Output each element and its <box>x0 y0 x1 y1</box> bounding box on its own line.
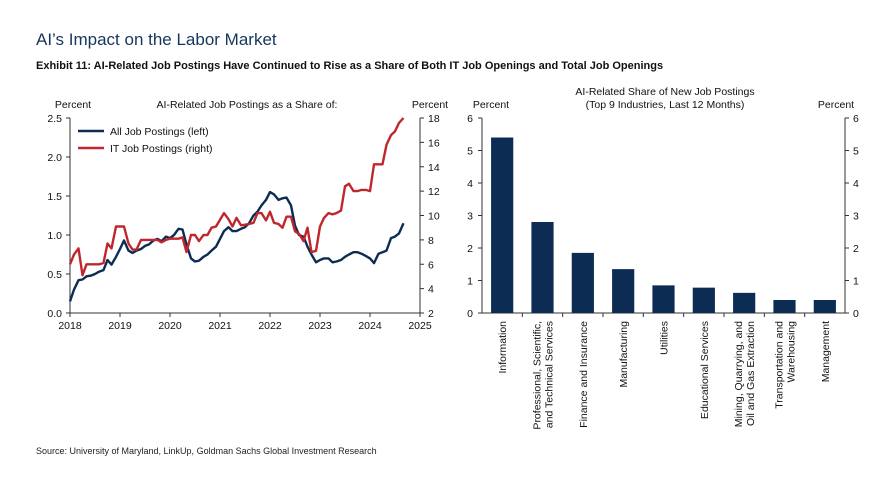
category-label: Information <box>497 321 509 374</box>
legend-label: IT Job Postings (right) <box>110 143 213 155</box>
right-y-tick-label: 14 <box>428 162 440 174</box>
x-tick-label: 2019 <box>108 320 132 332</box>
it-job-postings-line <box>68 117 405 277</box>
category-label-line: Mining, Quarrying, and <box>733 321 745 427</box>
left-y-tick-label: 2.0 <box>47 152 62 164</box>
bar-right-tick-label: 2 <box>853 243 859 255</box>
bar <box>491 137 514 313</box>
legend-label: All Job Postings (left) <box>110 126 209 138</box>
category-label: Transportation andWarehousing <box>774 321 798 409</box>
right-y-tick-label: 12 <box>428 186 440 198</box>
bar <box>733 292 756 313</box>
right-y-tick-label: 8 <box>428 235 434 247</box>
x-tick-label: 2020 <box>158 320 182 332</box>
category-label-line: Transportation and <box>774 321 786 409</box>
category-label-line: and Technical Services <box>544 321 556 428</box>
category-label: Utilities <box>659 321 671 355</box>
category-label-line: Oil and Gas Extraction <box>745 321 757 426</box>
category-label-line: Information <box>497 321 509 374</box>
bar-right-axis-label: Percent <box>818 99 854 111</box>
left-y-tick-label: 1.0 <box>47 230 62 242</box>
x-tick-label: 2024 <box>358 320 382 332</box>
bar <box>692 287 715 313</box>
category-label-line: Utilities <box>659 321 671 355</box>
category-label-line: Warehousing <box>786 321 798 383</box>
category-label-line: Educational Services <box>699 321 711 419</box>
bar-right-tick-label: 3 <box>853 211 859 223</box>
bar <box>813 300 836 313</box>
category-label-line: Management <box>820 321 832 382</box>
source-note: Source: University of Maryland, LinkUp, … <box>36 446 377 456</box>
bar <box>652 285 675 313</box>
category-label: Educational Services <box>699 321 711 419</box>
left-chart-title: AI-Related Job Postings as a Share of: <box>157 99 338 111</box>
bar-right-tick-label: 6 <box>853 113 859 125</box>
bar <box>773 300 796 313</box>
bar-right-tick-label: 4 <box>853 178 859 190</box>
bar-right-tick-label: 0 <box>853 308 859 320</box>
category-label: Finance and Insurance <box>578 321 590 428</box>
x-tick-label: 2018 <box>58 320 82 332</box>
page-title: AI’s Impact on the Labor Market <box>36 30 277 49</box>
bar-chart-subtitle: (Top 9 Industries, Last 12 Months) <box>586 99 745 111</box>
x-tick-label: 2025 <box>408 320 432 332</box>
right-y-tick-label: 4 <box>428 284 434 296</box>
bar-left-tick-label: 2 <box>467 243 473 255</box>
category-label-line: Manufacturing <box>618 321 630 388</box>
category-label: Manufacturing <box>618 321 630 388</box>
right-y-tick-label: 6 <box>428 259 434 271</box>
bar <box>531 222 554 313</box>
right-y-tick-label: 10 <box>428 211 440 223</box>
right-y-tick-label: 16 <box>428 137 440 149</box>
bar-left-axis-label: Percent <box>473 99 509 111</box>
category-label-line: Finance and Insurance <box>578 321 590 428</box>
exhibit-subtitle: Exhibit 11: AI-Related Job Postings Have… <box>36 60 664 72</box>
bar-chart: 0 0 1 1 2 2 3 3 4 4 5 5 6 6 Information Professional, S… <box>467 113 859 430</box>
right-y-tick-label: 18 <box>428 113 440 125</box>
category-label: Professional, Scientific,and Technical S… <box>532 321 556 430</box>
bar-left-tick-label: 3 <box>467 211 473 223</box>
right-y-axis-label: Percent <box>412 99 448 111</box>
left-y-tick-label: 2.5 <box>47 113 62 125</box>
bar-left-tick-label: 6 <box>467 113 473 125</box>
left-y-tick-label: 1.5 <box>47 191 62 203</box>
bar-left-tick-label: 1 <box>467 276 473 288</box>
bar <box>612 269 635 313</box>
all-job-postings-line <box>68 190 405 302</box>
right-y-tick-label: 2 <box>428 308 434 320</box>
line-chart: 2018 2019 2020 2021 2022 2023 2024 2025 0.0 0.5 1.… <box>47 113 439 332</box>
bar-right-tick-label: 5 <box>853 146 859 158</box>
x-tick-label: 2023 <box>308 320 332 332</box>
x-tick-label: 2022 <box>258 320 282 332</box>
category-label: Mining, Quarrying, andOil and Gas Extrac… <box>733 321 757 427</box>
bar-left-tick-label: 0 <box>467 308 473 320</box>
bar-left-tick-label: 5 <box>467 146 473 158</box>
bar-right-tick-label: 1 <box>853 276 859 288</box>
bar-chart-title: AI-Related Share of New Job Postings <box>575 86 754 98</box>
left-y-axis-label: Percent <box>55 99 91 111</box>
category-label: Management <box>820 321 832 382</box>
x-tick-label: 2021 <box>208 320 232 332</box>
left-y-tick-label: 0.0 <box>47 308 62 320</box>
bar <box>571 252 594 313</box>
left-y-tick-label: 0.5 <box>47 269 62 281</box>
bar-left-tick-label: 4 <box>467 178 473 190</box>
category-label-line: Professional, Scientific, <box>532 321 544 430</box>
